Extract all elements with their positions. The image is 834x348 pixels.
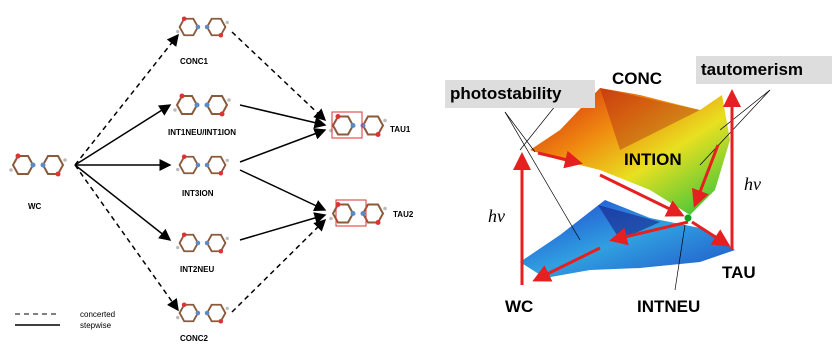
pathways-panel: WC CONC1 INT1NEU/INT1ION INT3ION INT2NEU… xyxy=(9,16,414,343)
node-label: INT3ION xyxy=(182,189,214,198)
excitation-label: hν xyxy=(488,206,505,226)
node-label: CONC2 xyxy=(180,334,209,343)
surface-panel: photostability tautomerism CONC INTION W… xyxy=(445,56,832,316)
legend-label: stepwise xyxy=(80,321,112,330)
state-label: INTNEU xyxy=(637,297,700,316)
state-label: CONC xyxy=(612,69,662,88)
state-label: TAU xyxy=(722,263,756,282)
node-label: INT2NEU xyxy=(180,265,214,274)
excitation-label: hν xyxy=(744,174,761,194)
node-label: WC xyxy=(28,202,42,211)
legend-label: concerted xyxy=(80,310,115,319)
node-label: CONC1 xyxy=(180,57,209,66)
callout: tautomerism xyxy=(701,60,803,79)
node-label: INT1NEU/INT1ION xyxy=(168,128,236,137)
figure: WC CONC1 INT1NEU/INT1ION INT3ION INT2NEU… xyxy=(0,0,834,348)
node-label: TAU2 xyxy=(393,210,414,219)
state-label: INTION xyxy=(624,150,682,169)
state-label: WC xyxy=(505,297,533,316)
ground-surface xyxy=(520,200,735,278)
node-label: TAU1 xyxy=(390,125,411,134)
callout: photostability xyxy=(450,84,562,103)
